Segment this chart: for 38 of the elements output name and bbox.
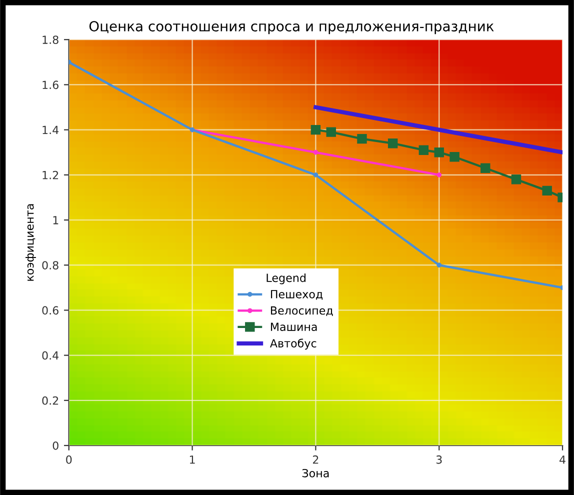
point <box>436 172 442 178</box>
point <box>310 124 321 135</box>
point <box>388 138 398 148</box>
x-tick-label: 3 <box>436 455 442 464</box>
y-tick-label: 0.4 <box>42 351 59 360</box>
x-axis-title: Зона <box>302 468 329 478</box>
x-tick-label: 1 <box>190 456 195 464</box>
y-tick-label: 0.6 <box>42 306 58 315</box>
point <box>511 174 522 184</box>
y-tick-label: 1.6 <box>42 80 58 90</box>
y-tick-label: 1.8 <box>42 36 58 44</box>
x-tick-label: 2 <box>312 455 318 464</box>
y-axis-title: коэфициента <box>26 204 36 281</box>
point <box>436 262 442 268</box>
point <box>480 163 490 173</box>
y-tick-label: 0.2 <box>42 396 58 405</box>
point <box>357 134 367 144</box>
legend-label: Велосипед <box>270 306 333 316</box>
legend-label: Пешеход <box>270 290 323 300</box>
y-tick-label: 1.4 <box>42 126 59 134</box>
point <box>313 172 318 178</box>
point <box>313 150 318 155</box>
y-tick-label: 0 <box>52 441 58 450</box>
legend-label: Автобус <box>270 338 316 350</box>
legend-title: Legend <box>266 273 306 284</box>
x-tick-label: 0 <box>66 455 72 464</box>
y-tick-label: 0.8 <box>42 261 58 270</box>
point <box>450 152 460 162</box>
point <box>542 186 552 196</box>
y-tick-label: 1.2 <box>42 170 58 180</box>
x-tick-label: 4 <box>560 456 566 464</box>
point <box>434 147 444 158</box>
line-series <box>68 60 563 290</box>
point <box>326 127 336 137</box>
point <box>418 145 429 155</box>
y-tick-label: 1 <box>53 216 58 224</box>
legend-label: Машина <box>270 322 317 331</box>
chart-title: Оценка соотношения спроса и предложения-праздник <box>89 20 494 34</box>
